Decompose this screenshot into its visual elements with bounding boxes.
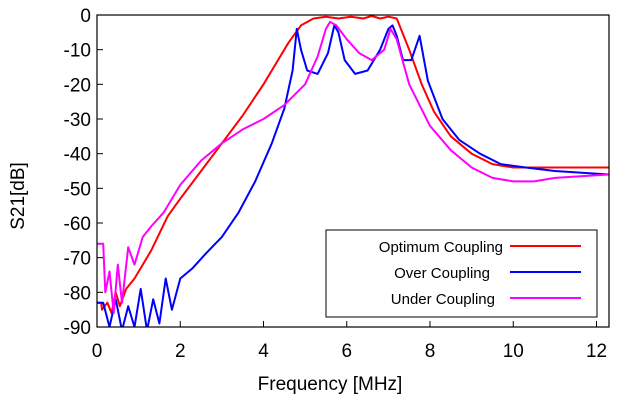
x-tick-label: 0 (92, 341, 103, 362)
plot-frame (96, 14, 610, 328)
series-line-under-coupling (97, 20, 609, 315)
y-tick-label: 0 (80, 6, 91, 27)
legend-label-under: Under Coupling (391, 291, 495, 308)
y-tick-label: -60 (64, 214, 91, 235)
series-layer (97, 15, 609, 327)
y-tick-label: -10 (64, 41, 91, 62)
y-tick-label: -80 (64, 283, 91, 304)
legend-box (325, 229, 598, 318)
x-tick-label: 2 (175, 341, 186, 362)
legend: Optimum Coupling Over Coupling Under Cou… (325, 229, 598, 318)
x-tick-label: 6 (341, 341, 352, 362)
x-tick-label: 4 (258, 341, 269, 362)
x-tick-label: 10 (503, 341, 524, 362)
y-tick-label: -70 (64, 249, 91, 270)
x-axis-label: Frequency [MHz] (258, 374, 403, 395)
y-tick-label: -40 (64, 145, 91, 166)
series-line-over-coupling (97, 24, 609, 327)
y-axis-label: S21[dB] (8, 162, 29, 230)
ticks-layer: 0 2 4 6 8 10 12 0 -10 -20 -30 -40 -50 -60 -70 -80 -90 (64, 6, 608, 362)
y-tick-label: -30 (64, 110, 91, 131)
x-tick-label: 12 (586, 341, 607, 362)
legend-label-optimum: Optimum Coupling (379, 239, 503, 256)
x-tick-label: 8 (425, 341, 436, 362)
y-tick-label: -20 (64, 75, 91, 96)
y-tick-label: -50 (64, 179, 91, 200)
y-tick-label: -90 (64, 318, 91, 339)
legend-label-over: Over Coupling (394, 265, 490, 282)
